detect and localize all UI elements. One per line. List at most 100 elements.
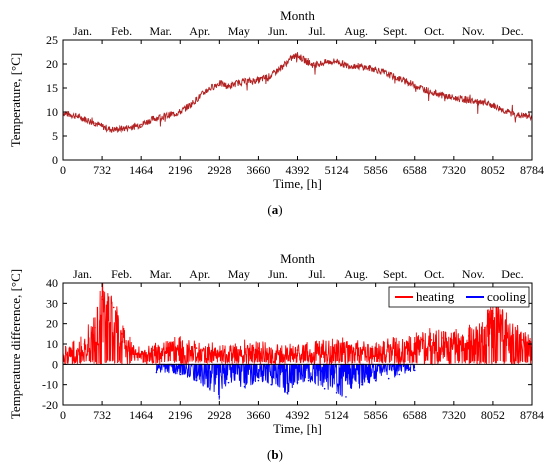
temperature-point <box>270 74 273 77</box>
y-tick-label: 20 <box>46 317 58 331</box>
temperature-point <box>78 116 80 118</box>
cooling-point <box>195 379 198 382</box>
x-tick-label: 5856 <box>364 163 388 177</box>
x-tick-label: 732 <box>93 163 111 177</box>
temperature-point <box>291 56 294 59</box>
heating-point <box>500 318 502 321</box>
caption-letter: a <box>272 202 279 217</box>
heating-point <box>168 347 171 349</box>
heating-point <box>83 343 86 345</box>
x-tick-label: 6588 <box>403 163 427 177</box>
heating-point <box>484 326 486 329</box>
y-tick-label: 5 <box>52 129 58 143</box>
x-tick-label: 5124 <box>325 408 349 422</box>
heating-point <box>355 347 358 349</box>
heating-point <box>72 347 75 349</box>
cooling-point <box>286 392 289 394</box>
heating-point <box>374 347 377 349</box>
temperature-point <box>152 117 155 120</box>
y-tick-label: 10 <box>46 337 58 351</box>
x-tick-label: 5124 <box>325 163 349 177</box>
x-tick-label: 8784 <box>520 408 544 422</box>
temperature-point <box>227 85 230 88</box>
y-tick-label: 0 <box>52 357 58 371</box>
x-tick-label: 6588 <box>403 408 427 422</box>
temperature-point <box>281 66 283 68</box>
heating-point <box>107 312 110 315</box>
month-label: Mar. <box>150 24 172 38</box>
heating-point <box>140 353 142 355</box>
temperature-point <box>218 82 221 84</box>
heating-point <box>393 345 395 347</box>
heating-point <box>152 349 155 351</box>
temperature-point <box>323 61 326 64</box>
top-axis-title: Month <box>280 251 315 266</box>
temperature-point <box>296 54 299 57</box>
x-tick-label: 7320 <box>442 408 466 422</box>
month-label: Feb. <box>111 267 132 281</box>
x-tick-label: 2196 <box>168 163 192 177</box>
month-label: Feb. <box>111 24 132 38</box>
cooling-point <box>398 373 401 376</box>
month-label: Nov. <box>462 24 485 38</box>
legend-box <box>388 286 530 308</box>
month-label: Dec. <box>501 267 523 281</box>
cooling-point <box>413 369 416 372</box>
cooling-point <box>227 381 230 384</box>
temperature-point <box>140 123 142 126</box>
cooling-point <box>296 381 299 384</box>
month-label: Jun. <box>268 267 288 281</box>
cooling-point <box>270 383 273 386</box>
legend-cooling-label: cooling <box>487 289 526 304</box>
chart-b-plot-area <box>63 283 532 400</box>
temperature-point <box>398 78 401 80</box>
temperature-point <box>345 64 347 67</box>
heating-point <box>296 349 299 351</box>
temperature-point <box>238 81 240 84</box>
month-label: Aug. <box>344 267 368 281</box>
y-axis-title: Temperature, [°C] <box>8 53 23 148</box>
top-axis-title: Month <box>280 8 315 23</box>
heating-point <box>257 347 260 349</box>
heating-point <box>238 349 240 351</box>
y-tick-label: 0 <box>52 153 58 167</box>
month-label: Jun. <box>268 24 288 38</box>
temperature-point <box>257 79 260 82</box>
heating-point <box>510 335 513 337</box>
temperature-point <box>110 128 112 131</box>
caption-letter: b <box>271 447 278 462</box>
temperature-point <box>168 114 171 116</box>
heating-point <box>492 312 494 315</box>
month-label: May <box>228 24 250 38</box>
month-label: Oct. <box>424 24 444 38</box>
caption-close-paren: ) <box>279 447 283 462</box>
month-label: Jan. <box>73 24 92 38</box>
y-tick-label: 15 <box>46 81 58 95</box>
heating-point <box>112 306 115 309</box>
temperature-point <box>206 89 208 91</box>
cooling-point <box>243 385 246 388</box>
x-tick-label: 0 <box>60 408 66 422</box>
x-tick-label: 2196 <box>168 408 192 422</box>
heating-point <box>120 333 123 335</box>
temperature-point <box>120 128 123 130</box>
cooling-point <box>323 387 326 390</box>
temperature-point <box>313 64 315 67</box>
cooling-point <box>179 373 182 376</box>
heating-point <box>467 335 470 337</box>
heating-point <box>275 351 278 353</box>
heating-point <box>131 347 134 349</box>
cooling-point <box>257 379 260 382</box>
temperature-point <box>190 103 192 106</box>
month-label: May <box>228 267 250 281</box>
temperature-point <box>179 111 182 113</box>
heating-point <box>195 347 198 349</box>
caption-open-paren: ( <box>267 447 271 462</box>
heating-point <box>94 326 96 329</box>
temperature-point <box>131 126 134 128</box>
y-tick-label: 30 <box>46 296 58 310</box>
month-label: Dec. <box>501 24 523 38</box>
month-label: Sept. <box>383 267 407 281</box>
temperature-point <box>335 60 338 62</box>
x-tick-label: 8052 <box>481 408 505 422</box>
